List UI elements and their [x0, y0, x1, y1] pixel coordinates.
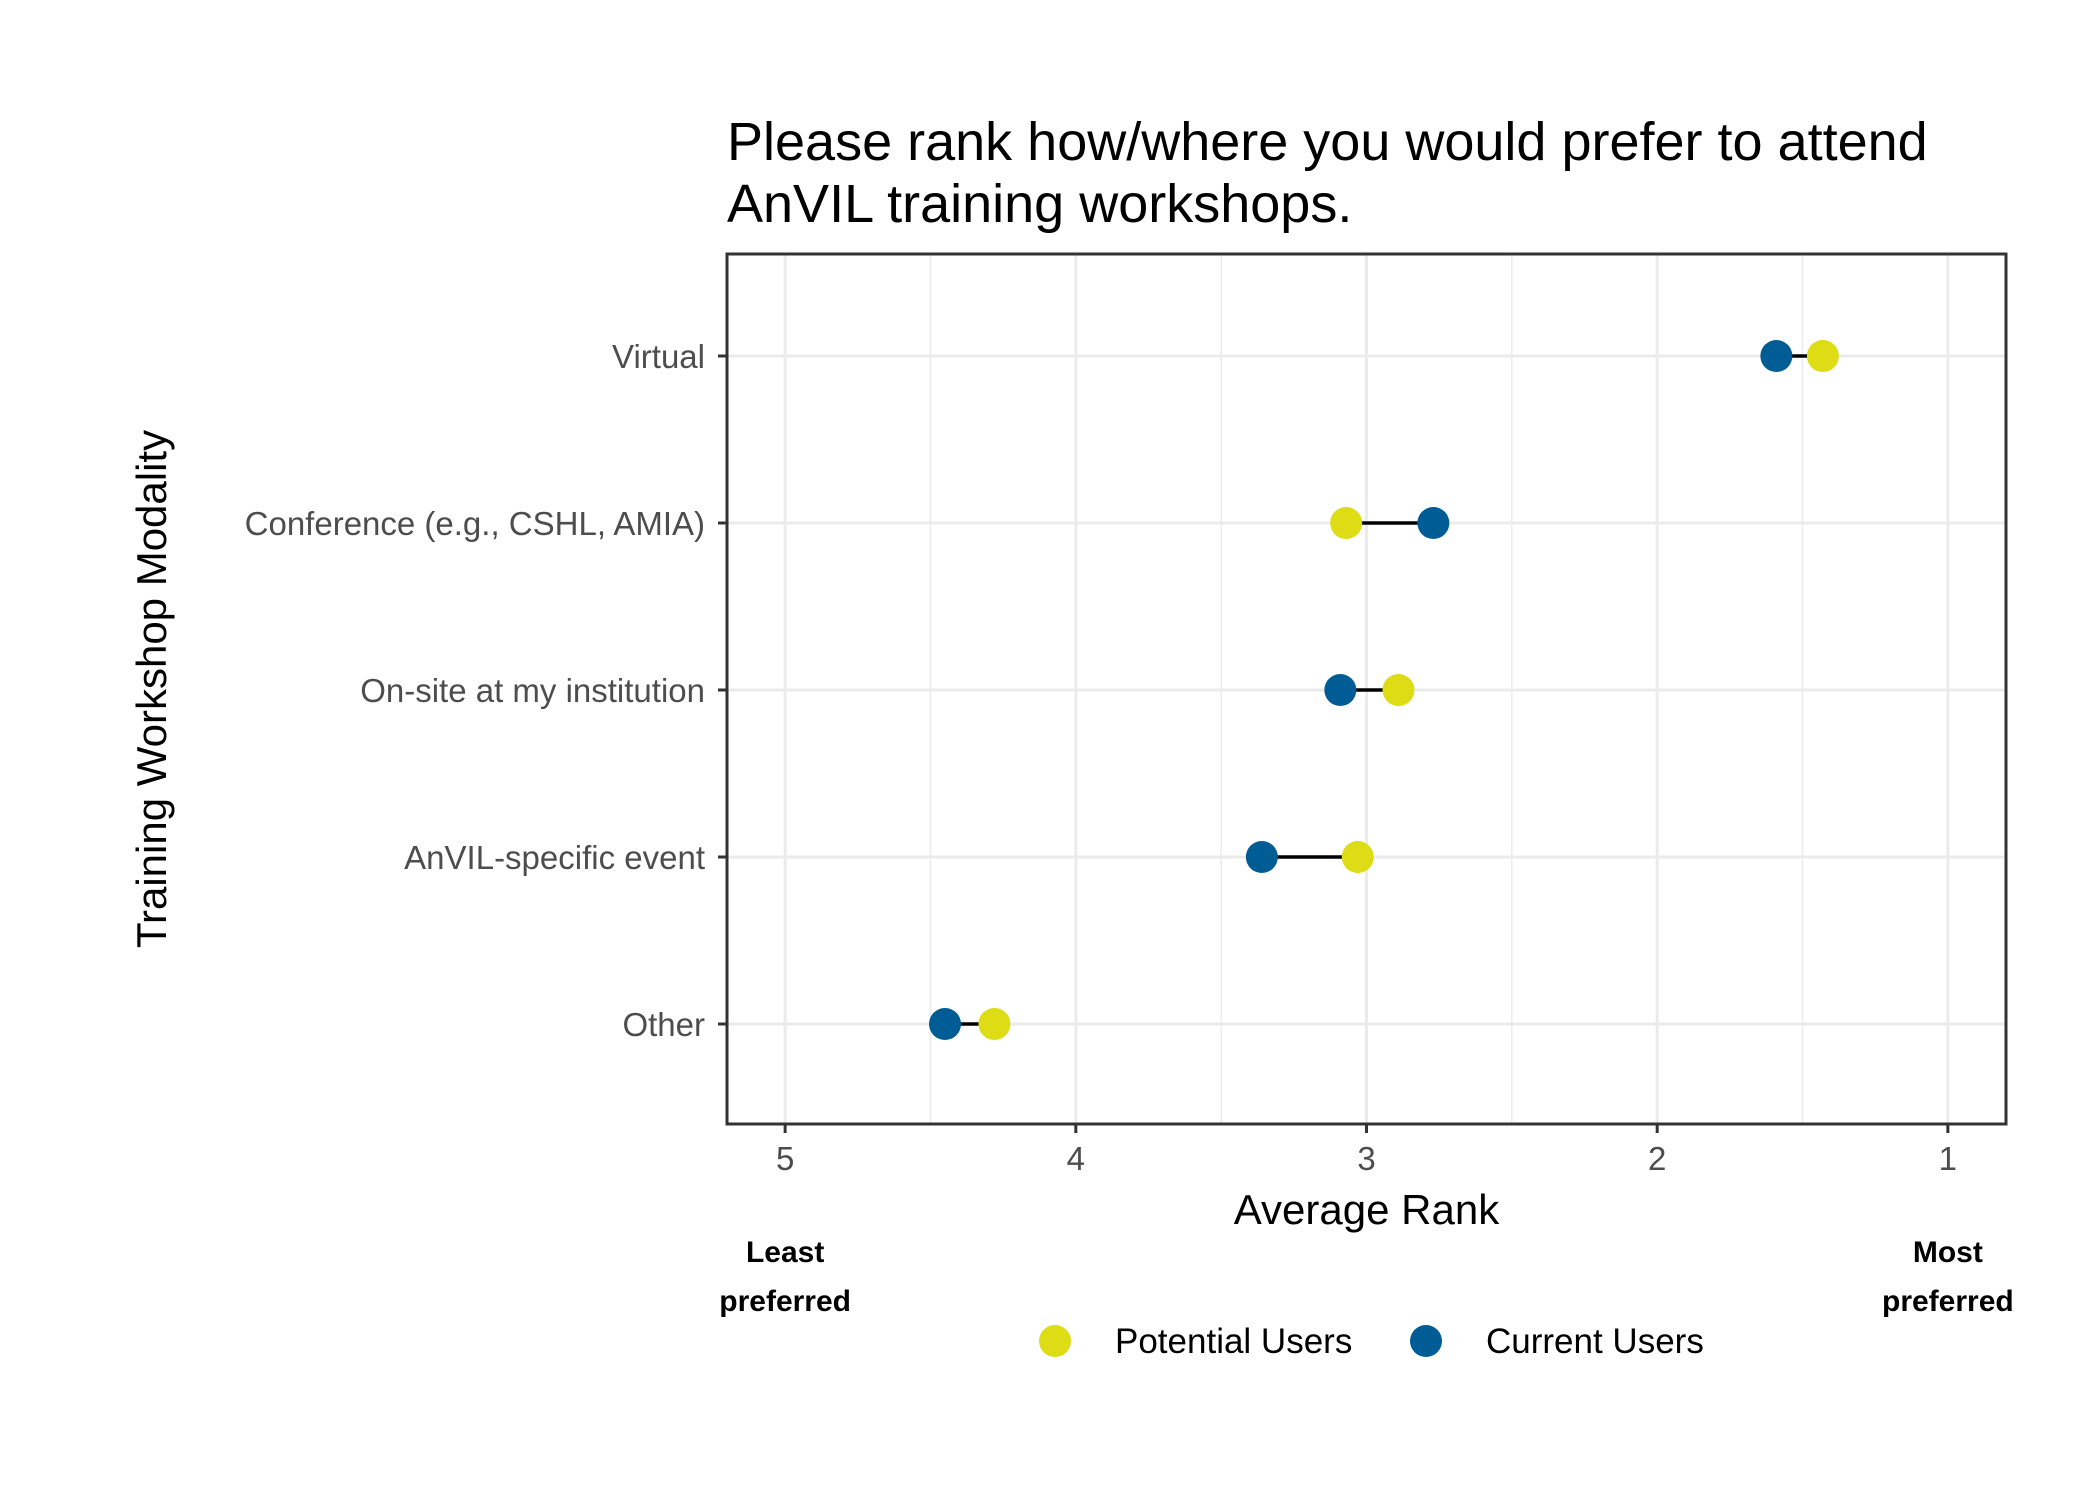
- most-preferred-label-line-1: Most: [1913, 1236, 1983, 1269]
- y-tick-label: Virtual: [612, 338, 705, 375]
- y-tick-label: AnVIL-specific event: [404, 839, 705, 876]
- most-preferred-label-line-2: preferred: [1882, 1285, 2014, 1318]
- y-axis-title: Training Workshop Modality: [128, 430, 175, 948]
- least-preferred-label-line-1: Least: [746, 1236, 824, 1269]
- current-users-point: [1417, 507, 1450, 539]
- y-axis-ticks: Virtual Conference (e.g., CSHL, AMIA) On-s…: [245, 338, 727, 1043]
- current-users-point: [1760, 340, 1793, 372]
- potential-users-point: [1382, 674, 1415, 706]
- chart-title-line-1: Please rank how/where you would prefer t…: [727, 112, 1928, 172]
- x-tick-label: 1: [1939, 1140, 1957, 1177]
- current-users-point: [1245, 841, 1278, 873]
- y-tick-label: On-site at my institution: [360, 672, 705, 709]
- x-axis-title: Average Rank: [1234, 1186, 1500, 1233]
- legend-current-users-label: Current Users: [1486, 1322, 1704, 1361]
- chart-title-line-2: AnVIL training workshops.: [727, 174, 1352, 234]
- x-tick-label: 2: [1648, 1140, 1666, 1177]
- y-tick-label: Other: [622, 1006, 705, 1043]
- x-tick-label: 5: [776, 1140, 794, 1177]
- potential-users-point: [1341, 841, 1374, 873]
- legend-potential-users-label: Potential Users: [1115, 1322, 1352, 1361]
- data-points: [929, 340, 1839, 1040]
- potential-users-point: [1330, 507, 1363, 539]
- legend-potential-users-marker: [1039, 1325, 1071, 1357]
- legend: Potential Users Current Users: [1039, 1322, 1704, 1361]
- current-users-point: [929, 1008, 962, 1040]
- least-preferred-label-line-2: preferred: [719, 1285, 851, 1318]
- current-users-point: [1324, 674, 1357, 706]
- y-tick-label: Conference (e.g., CSHL, AMIA): [245, 505, 705, 542]
- x-tick-label: 3: [1357, 1140, 1375, 1177]
- potential-users-point: [978, 1008, 1011, 1040]
- x-axis-ticks: 5 4 3 2 1: [776, 1124, 1957, 1177]
- potential-users-point: [1806, 340, 1839, 372]
- legend-current-users-marker: [1410, 1325, 1442, 1357]
- x-tick-label: 4: [1067, 1140, 1085, 1177]
